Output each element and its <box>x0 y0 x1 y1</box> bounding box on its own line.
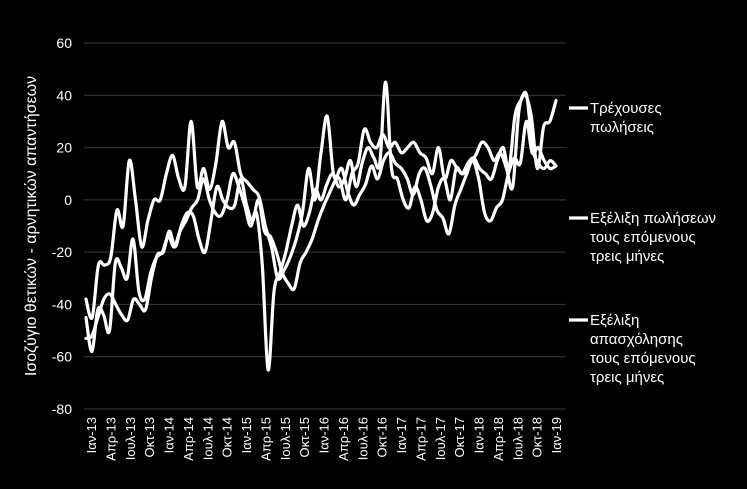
x-tick-label: Ιουλ-16 <box>355 417 370 460</box>
x-tick-label: Ιαν-13 <box>84 417 99 453</box>
x-tick-label: Ιαν-15 <box>239 417 254 453</box>
x-tick-label: Οκτ-17 <box>452 417 467 458</box>
legend-entry: Τρέχουσες πωλήσεις <box>569 100 662 136</box>
legend-label: τους επόμενους <box>590 229 696 246</box>
legend: Τρέχουσες πωλήσεις Εξέλιξη πωλήσεων τους επ… <box>569 100 716 386</box>
legend-entry: Εξέλιξη απασχόλησης τους επόμενους τρεις μή… <box>569 312 696 386</box>
x-axis-ticks: Ιαν-13 Απρ-13 Ιουλ-13 Οκτ-13 Ιαν-14 Απρ-14 Ιου… <box>84 417 564 461</box>
x-tick-label: Ιουλ-17 <box>433 417 448 460</box>
legend-label: Εξέλιξη <box>590 312 639 329</box>
x-tick-label: Απρ-18 <box>491 417 506 461</box>
legend-label: απασχόλησης <box>590 331 683 348</box>
gridlines <box>84 42 566 410</box>
y-tick-label: -80 <box>52 401 72 417</box>
x-tick-label: Οκτ-14 <box>220 417 235 458</box>
x-tick-label: Απρ-17 <box>413 417 428 461</box>
legend-label: τρεις μήνες <box>590 369 664 386</box>
x-tick-label: Ιουλ-15 <box>278 417 293 460</box>
series-line-2 <box>84 93 558 321</box>
x-tick-label: Οκτ-16 <box>375 417 390 458</box>
y-axis-ticks: 60 40 20 0 -20 -40 -60 -80 <box>52 35 72 417</box>
y-tick-label: -40 <box>52 296 72 312</box>
x-tick-label: Απρ-13 <box>103 417 118 461</box>
y-tick-label: -60 <box>52 349 72 365</box>
series-lines <box>84 80 558 372</box>
y-axis-label: Ισοζύγιο θετικών - αρνητικών απαντήσεων <box>23 76 40 376</box>
legend-label: πωλήσεις <box>590 119 654 136</box>
y-tick-label: -20 <box>52 244 72 260</box>
x-tick-label: Ιαν-19 <box>549 417 564 453</box>
x-tick-label: Απρ-14 <box>181 417 196 461</box>
x-tick-label: Οκτ-13 <box>142 417 157 458</box>
series-line-3 <box>84 80 558 372</box>
x-tick-label: Απρ-16 <box>336 417 351 461</box>
x-tick-label: Ιουλ-14 <box>200 417 215 460</box>
x-tick-label: Ιαν-16 <box>317 417 332 453</box>
legend-label: Εξέλιξη πωλήσεων <box>590 210 716 227</box>
x-tick-label: Απρ-15 <box>258 417 273 461</box>
legend-label: τρεις μήνες <box>590 248 664 265</box>
x-tick-label: Ιαν-17 <box>394 417 409 453</box>
x-tick-label: Οκτ-15 <box>297 417 312 458</box>
y-tick-label: 60 <box>56 35 72 51</box>
x-tick-label: Ιαν-18 <box>472 417 487 453</box>
legend-entry: Εξέλιξη πωλήσεων τους επόμενους τρεις μήνε… <box>569 210 716 265</box>
x-tick-label: Οκτ-18 <box>530 417 545 458</box>
y-tick-label: 40 <box>56 87 72 103</box>
y-tick-label: 0 <box>64 192 72 208</box>
x-tick-label: Ιουλ-13 <box>123 417 138 460</box>
x-tick-label: Ιουλ-18 <box>510 417 525 460</box>
x-tick-label: Ιαν-14 <box>162 417 177 453</box>
legend-label: Τρέχουσες <box>590 100 662 117</box>
legend-label: τους επόμενους <box>590 350 696 367</box>
y-tick-label: 20 <box>56 140 72 156</box>
